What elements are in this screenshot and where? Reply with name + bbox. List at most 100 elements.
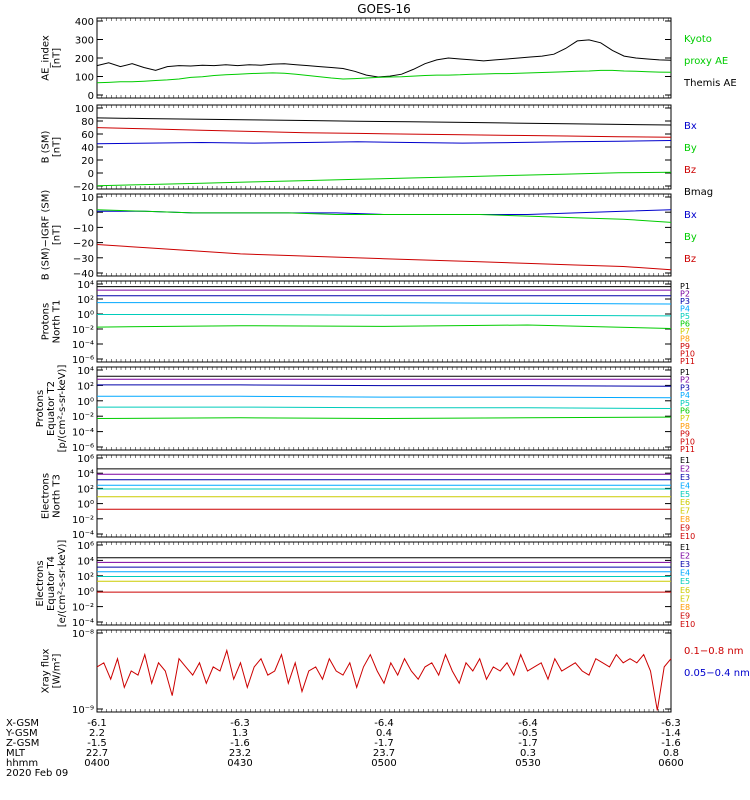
legend-entry: E3: [680, 560, 690, 569]
y-tick-label: 10⁻²: [72, 515, 94, 526]
y-tick-label: 10⁻⁴: [72, 340, 94, 351]
y-tick-label: −20: [73, 182, 94, 193]
y-axis-label: North T1: [52, 300, 63, 344]
y-tick-label: 10⁰: [77, 397, 94, 408]
legend-entry: E1: [680, 456, 690, 465]
legend-entry: P5: [680, 312, 690, 321]
y-tick-label: 100: [75, 73, 94, 84]
panel-frame: [96, 541, 672, 626]
legend-entry: E8: [680, 515, 690, 524]
series-line: [97, 406, 672, 409]
y-tick-label: 10⁻⁸: [72, 629, 94, 640]
y-tick-label: 10⁰: [77, 500, 94, 511]
y-axis-label: North T3: [52, 474, 63, 518]
y-axis-label: Equator T4: [46, 556, 57, 611]
y-tick-label: 10⁶: [77, 541, 94, 552]
y-tick-label: 10⁻²: [72, 325, 94, 336]
y-axis-label: [nT]: [52, 225, 63, 245]
y-tick-label: 10⁴: [77, 280, 94, 291]
y-axis-label: B (SM)−IGRF (SM): [41, 190, 52, 281]
y-axis-label: Equator T2: [46, 381, 57, 436]
y-tick-label: 10⁶: [77, 454, 94, 465]
y-tick-label: 100: [75, 104, 94, 115]
series-line: [96, 171, 672, 187]
legend-entry: P3: [680, 297, 690, 306]
footer-value: 0.3: [520, 748, 536, 759]
series-line: [96, 324, 672, 329]
series-line: [96, 39, 672, 78]
y-tick-label: −30: [73, 254, 94, 265]
y-tick-label: 10⁰: [77, 310, 94, 321]
series-line: [97, 302, 672, 305]
footer-row-label: MLT: [6, 748, 26, 759]
footer-value: -6.4: [518, 718, 538, 729]
footer-value: 23.7: [373, 748, 395, 759]
legend-entry: P2: [680, 376, 690, 385]
footer-value: -1.5: [87, 738, 107, 749]
footer-value: 23.2: [229, 748, 251, 759]
footer-value: -6.3: [661, 718, 681, 729]
legend-entry: E7: [680, 507, 690, 516]
legend-entry: P3: [680, 383, 690, 392]
legend-entry: Bmag: [684, 187, 713, 198]
y-axis-label: AE_index: [41, 35, 52, 81]
legend-entry: 0.05−0.4 nm: [684, 668, 750, 679]
y-tick-label: 300: [75, 36, 94, 47]
y-tick-label: 0: [88, 208, 94, 219]
series-line: [97, 314, 672, 317]
panel-frame: [96, 17, 672, 99]
series-line: [96, 140, 672, 145]
y-axis-label: B (SM): [41, 130, 52, 163]
y-tick-label: 10⁻²: [72, 603, 94, 614]
series-line: [96, 244, 672, 271]
y-tick-label: 80: [81, 117, 94, 128]
legend-entry: P8: [680, 422, 690, 431]
y-axis-label: [e/(cm²-s-sr-keV)]: [57, 540, 68, 628]
footer-row-label: hhmm: [6, 758, 38, 769]
panel-frame: [96, 193, 672, 277]
y-axis-label: Electrons: [35, 560, 46, 606]
legend-entry: E2: [680, 464, 690, 473]
legend-entry: P8: [680, 335, 690, 344]
y-tick-label: 10⁴: [77, 556, 94, 567]
y-tick-label: 10²: [77, 484, 94, 495]
series-line: [96, 127, 672, 138]
legend-entry: proxy AE: [684, 56, 728, 67]
panel-1: 400 300 200 100 0 AE_index [nT] Kyoto proxy AE Th…: [41, 17, 737, 102]
legend-entry: P6: [680, 407, 690, 416]
footer-value: 0.8: [663, 748, 679, 759]
footer-value: -1.6: [661, 738, 681, 749]
legend-entry: Bz: [684, 165, 696, 176]
legend-entry: By: [684, 232, 697, 243]
legend-entry: P9: [680, 430, 690, 439]
panel-4: 10⁴ 10² 10⁰ 10⁻² 10⁻⁴ 10⁻⁶ Protons North T1 P1P2…: [41, 280, 696, 366]
legend-entry: P4: [680, 391, 690, 400]
legend-entry: E10: [680, 532, 695, 541]
footer-value: 0500: [371, 758, 396, 769]
legend-entry: 0.1−0.8 nm: [684, 646, 743, 657]
footer-row-label: Y-GSM: [5, 728, 38, 739]
y-tick-label: 10²: [77, 572, 94, 583]
legend-entry: E9: [680, 524, 690, 533]
panel-frame: [96, 104, 672, 190]
legend-entry: E10: [680, 620, 695, 629]
legend-entry: Bz: [684, 254, 696, 265]
y-tick-label: 10⁻⁴: [72, 530, 94, 541]
legend-entry: E4: [680, 481, 690, 490]
legend-entry: E8: [680, 603, 690, 612]
legend-entry: Bx: [684, 210, 697, 221]
legend-entry: By: [684, 143, 697, 154]
figure-title: GOES-16: [357, 2, 411, 16]
footer-value: -6.3: [230, 718, 250, 729]
legend-entry: E4: [680, 569, 690, 578]
y-axis-label: [p/(cm²-s-sr-keV)]: [57, 365, 68, 453]
footer-value: 22.7: [86, 748, 108, 759]
y-tick-label: 10⁰: [77, 587, 94, 598]
ephemeris-footer: X-GSM -6.1 -6.3 -6.4 -6.4 -6.3Y-GSM 2.2 1.3 0.4-…: [5, 718, 684, 779]
legend-entry: E5: [680, 490, 690, 499]
legend-entry: P2: [680, 290, 690, 299]
legend-entry: Kyoto: [684, 34, 712, 45]
